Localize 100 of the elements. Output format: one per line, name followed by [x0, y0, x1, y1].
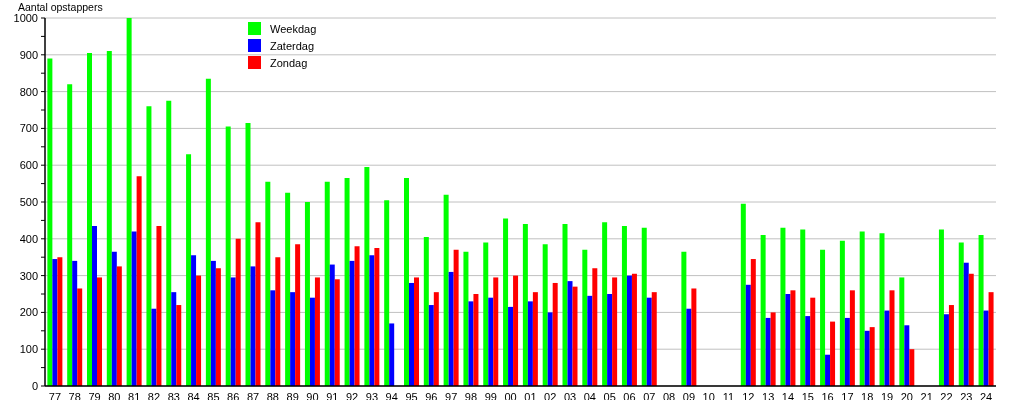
bar: [889, 290, 895, 386]
bar: [567, 281, 573, 386]
bar: [740, 203, 746, 386]
bar: [943, 314, 949, 386]
bar: [67, 84, 73, 386]
bar: [52, 259, 58, 386]
bar: [191, 255, 197, 386]
bar: [230, 277, 236, 386]
bar: [156, 225, 162, 386]
x-tick-label: 90: [306, 390, 319, 400]
x-tick-label: 00: [504, 390, 517, 400]
bar: [250, 266, 256, 386]
bar: [503, 218, 509, 386]
y-tick-label: 900: [19, 48, 38, 61]
bar: [641, 227, 647, 386]
bar: [374, 248, 380, 386]
bar: [805, 316, 811, 386]
bar: [423, 236, 429, 386]
bar: [186, 154, 192, 386]
bar: [830, 321, 836, 386]
bar: [859, 231, 865, 386]
x-tick-label: 16: [821, 390, 834, 400]
x-tick-label: 19: [880, 390, 894, 400]
bar: [111, 251, 117, 386]
bar: [547, 312, 553, 386]
bar: [488, 297, 494, 386]
bar: [171, 292, 177, 386]
x-tick-label: 86: [227, 390, 240, 400]
bar: [453, 249, 459, 386]
bar: [978, 235, 984, 386]
bar: [409, 282, 414, 386]
bar: [235, 238, 241, 386]
bar: [508, 306, 514, 386]
bar: [681, 251, 687, 386]
bar: [820, 249, 826, 386]
bar: [334, 279, 340, 386]
bar: [909, 349, 915, 386]
x-tick-label: 22: [940, 390, 953, 400]
bar: [389, 323, 395, 386]
bar: [691, 288, 697, 386]
bar: [621, 225, 627, 386]
x-tick-label: 87: [246, 390, 260, 400]
bar: [527, 301, 533, 386]
bar: [414, 277, 419, 386]
bar: [963, 262, 969, 386]
bar: [146, 106, 152, 386]
x-tick-label: 09: [682, 390, 696, 400]
bar: [899, 277, 905, 386]
bar: [349, 260, 355, 386]
bar: [166, 100, 172, 386]
bar: [285, 192, 291, 386]
bar: [810, 297, 816, 386]
bar: [582, 249, 588, 386]
bar: [354, 246, 360, 386]
bar: [275, 257, 281, 386]
bar: [869, 327, 875, 386]
bar: [72, 260, 78, 386]
bar: [136, 176, 142, 386]
bar: [785, 294, 791, 386]
x-tick-label: 84: [187, 390, 200, 400]
bar: [329, 264, 335, 386]
bar: [215, 268, 221, 386]
bar: [295, 244, 301, 386]
bar: [47, 58, 53, 386]
bar: [463, 251, 469, 386]
x-tick-label: 04: [583, 390, 596, 400]
x-tick-label: 80: [108, 390, 121, 400]
y-tick-label: 100: [19, 343, 38, 356]
bar: [948, 305, 954, 386]
bar: [245, 122, 251, 386]
bar: [448, 271, 454, 386]
bar: [77, 288, 83, 386]
bar: [780, 227, 786, 386]
bar: [765, 317, 771, 386]
x-tick-label: 93: [365, 390, 379, 400]
bar: [592, 268, 598, 386]
bar: [270, 290, 276, 386]
bar: [884, 310, 890, 386]
bar: [493, 277, 499, 386]
bar: [879, 233, 885, 386]
bar: [309, 297, 315, 386]
x-tick-label: 23: [960, 390, 973, 400]
x-tick-label: 11: [722, 390, 735, 400]
x-tick-label: 03: [563, 390, 577, 400]
bar: [468, 301, 474, 386]
bar: [92, 225, 97, 386]
bar: [646, 297, 652, 386]
bar: [176, 305, 182, 386]
bar: [800, 229, 806, 386]
bar: [968, 273, 974, 386]
x-tick-label: 82: [147, 390, 161, 400]
x-tick-label: 92: [345, 390, 359, 400]
bar: [196, 275, 202, 386]
bar: [745, 284, 751, 386]
x-tick-label: 10: [702, 390, 715, 400]
bar: [612, 277, 618, 386]
bar: [938, 229, 944, 386]
x-tick-label: 79: [88, 390, 101, 400]
bar: [522, 224, 528, 386]
x-tick-label: 85: [207, 390, 220, 400]
